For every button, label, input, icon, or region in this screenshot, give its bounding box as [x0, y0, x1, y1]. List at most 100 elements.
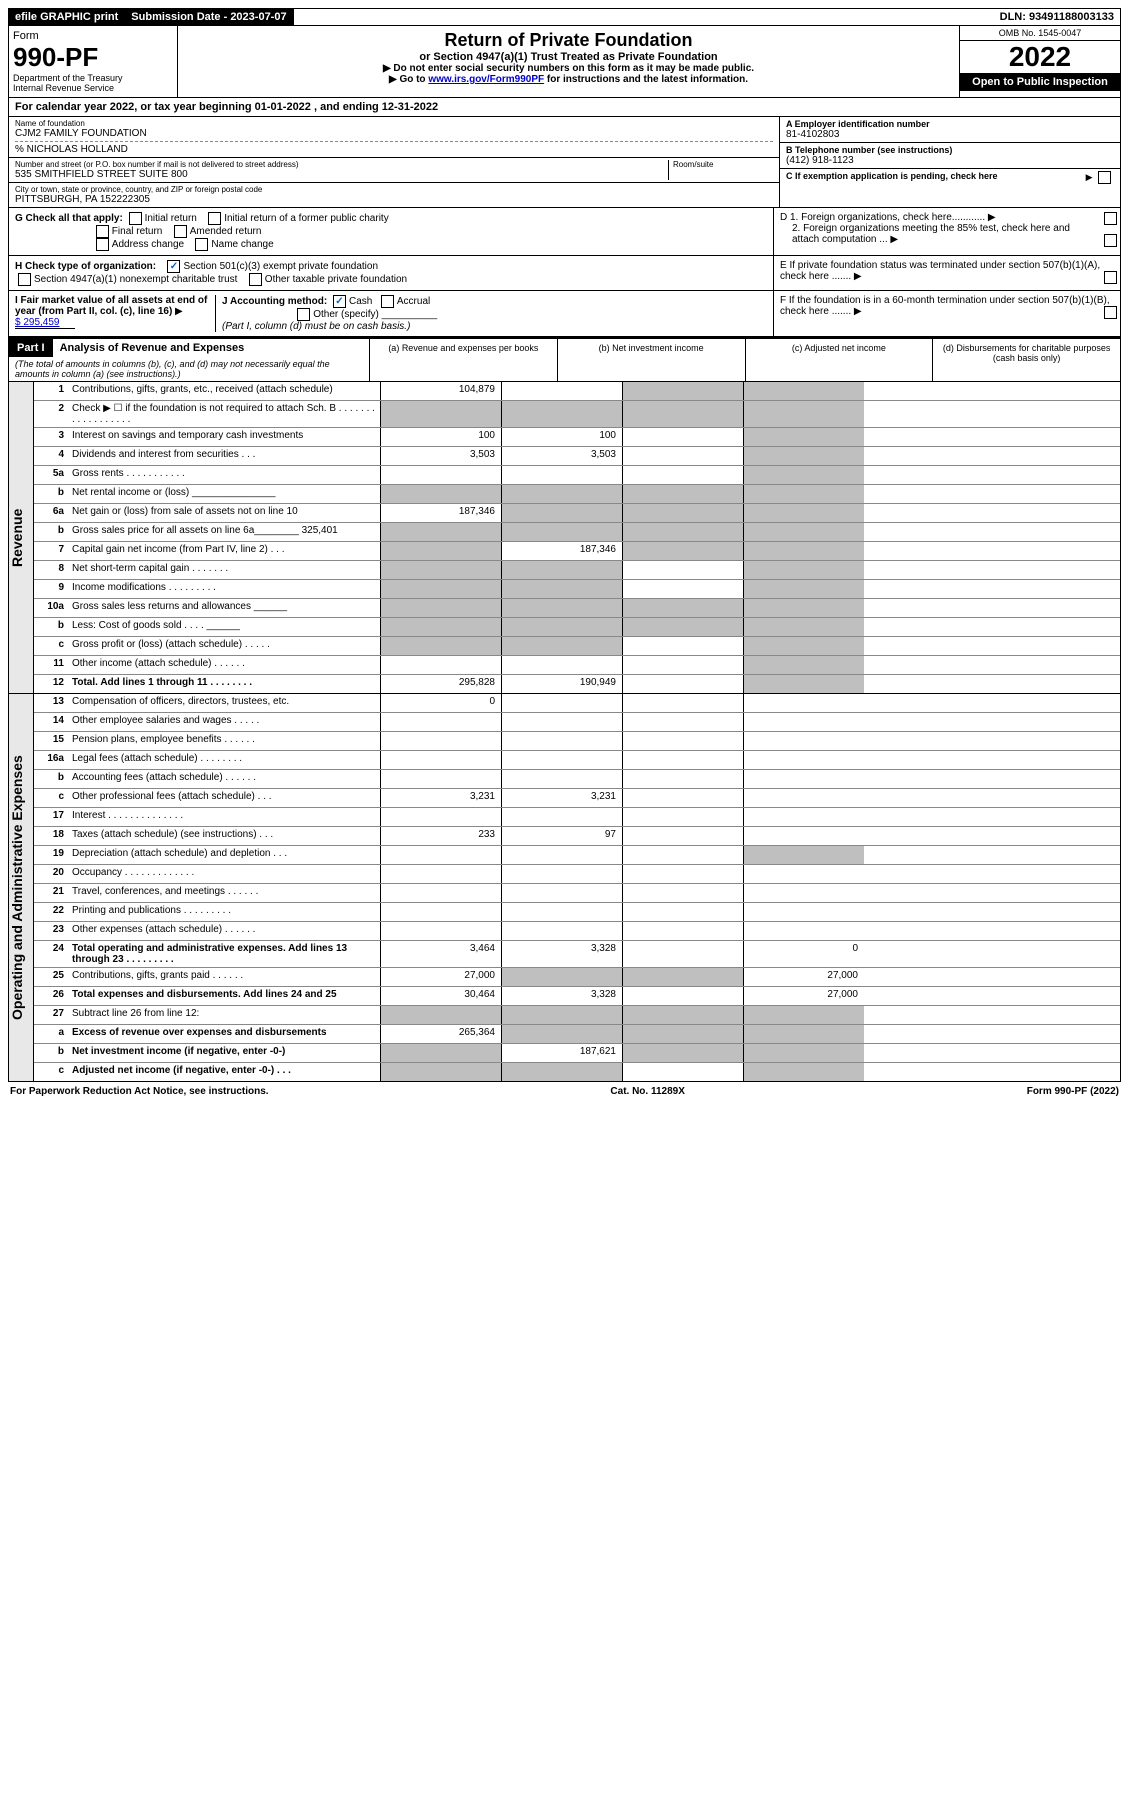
line-number: 23 — [34, 922, 68, 940]
value-cell-b — [501, 504, 622, 522]
value-cell-b — [501, 922, 622, 940]
line-row: bNet investment income (if negative, ent… — [34, 1044, 1120, 1063]
value-cell-b — [501, 580, 622, 598]
line-number: 22 — [34, 903, 68, 921]
irs-link[interactable]: www.irs.gov/Form990PF — [428, 74, 544, 85]
omb-number: OMB No. 1545-0047 — [960, 26, 1120, 41]
value-cell-d: 27,000 — [743, 968, 864, 986]
value-cell-c — [622, 675, 743, 693]
value-cell-d: 27,000 — [743, 987, 864, 1005]
exemption-pending-cell: C If exemption application is pending, c… — [780, 169, 1120, 183]
value-cell-c — [622, 428, 743, 446]
value-cell-c — [622, 770, 743, 788]
value-cell-d — [743, 1063, 864, 1081]
line-number: 5a — [34, 466, 68, 484]
value-cell-a — [380, 466, 501, 484]
g-name-change[interactable] — [195, 238, 208, 251]
line-number: 17 — [34, 808, 68, 826]
line-description: Income modifications . . . . . . . . . — [68, 580, 380, 598]
g-address-change[interactable] — [96, 238, 109, 251]
h-other-taxable[interactable] — [249, 273, 262, 286]
h-4947[interactable] — [18, 273, 31, 286]
line-number: 12 — [34, 675, 68, 693]
line-description: Total operating and administrative expen… — [68, 941, 380, 967]
h-501c3[interactable] — [167, 260, 180, 273]
line-number: 27 — [34, 1006, 68, 1024]
tax-year: 2022 — [960, 41, 1120, 73]
value-cell — [743, 599, 864, 617]
line-description: Contributions, gifts, grants, etc., rece… — [68, 382, 380, 400]
line-row: 17Interest . . . . . . . . . . . . . . — [34, 808, 1120, 827]
j-accrual[interactable] — [381, 295, 394, 308]
instr-ssn: ▶ Do not enter social security numbers o… — [186, 63, 951, 74]
foundation-name-cell: Name of foundation CJM2 FAMILY FOUNDATIO… — [9, 117, 779, 158]
value-cell — [501, 599, 622, 617]
section-g: G Check all that apply: Initial return I… — [8, 208, 1121, 256]
section-d: D 1. Foreign organizations, check here..… — [773, 208, 1120, 255]
value-cell-b — [501, 1025, 622, 1043]
value-cell-a — [380, 732, 501, 750]
line-row: bGross sales price for all assets on lin… — [34, 523, 1120, 542]
c-checkbox[interactable] — [1098, 171, 1111, 184]
line-row: 25Contributions, gifts, grants paid . . … — [34, 968, 1120, 987]
value-cell — [380, 401, 501, 427]
f-checkbox[interactable] — [1104, 306, 1117, 319]
line-row: 21Travel, conferences, and meetings . . … — [34, 884, 1120, 903]
value-cell-c — [622, 827, 743, 845]
e-checkbox[interactable] — [1104, 271, 1117, 284]
line-number: b — [34, 770, 68, 788]
value-cell-c — [622, 922, 743, 940]
line-description: Accounting fees (attach schedule) . . . … — [68, 770, 380, 788]
col-a-header: (a) Revenue and expenses per books — [369, 339, 557, 381]
line-row: 26Total expenses and disbursements. Add … — [34, 987, 1120, 1006]
value-cell-c — [622, 637, 743, 655]
line-description: Interest on savings and temporary cash i… — [68, 428, 380, 446]
value-cell-a: 27,000 — [380, 968, 501, 986]
value-cell — [501, 523, 622, 541]
line-description: Interest . . . . . . . . . . . . . . — [68, 808, 380, 826]
d1-checkbox[interactable] — [1104, 212, 1117, 225]
value-cell-b — [501, 884, 622, 902]
line-description: Taxes (attach schedule) (see instruction… — [68, 827, 380, 845]
value-cell-a — [380, 751, 501, 769]
value-cell-d — [743, 694, 864, 712]
ein-cell: A Employer identification number 81-4102… — [780, 117, 1120, 143]
footer-right: Form 990-PF (2022) — [1027, 1086, 1119, 1097]
value-cell-a: 265,364 — [380, 1025, 501, 1043]
value-cell-d — [743, 504, 864, 522]
value-cell — [622, 1006, 743, 1024]
g-final-return[interactable] — [96, 225, 109, 238]
j-other[interactable] — [297, 308, 310, 321]
line-row: 13Compensation of officers, directors, t… — [34, 694, 1120, 713]
line-number: 18 — [34, 827, 68, 845]
line-row: 27Subtract line 26 from line 12: — [34, 1006, 1120, 1025]
g-initial-return[interactable] — [129, 212, 142, 225]
value-cell-b — [501, 808, 622, 826]
line-number: 19 — [34, 846, 68, 864]
value-cell-d — [743, 922, 864, 940]
j-cash[interactable] — [333, 295, 346, 308]
line-description: Gross sales less returns and allowances … — [68, 599, 380, 617]
value-cell-a — [380, 884, 501, 902]
g-amended[interactable] — [174, 225, 187, 238]
part1-badge: Part I — [9, 339, 53, 357]
value-cell-c — [622, 1063, 743, 1081]
line-description: Check ▶ ☐ if the foundation is not requi… — [68, 401, 380, 427]
value-cell-c — [622, 561, 743, 579]
line-description: Gross profit or (loss) (attach schedule)… — [68, 637, 380, 655]
line-row: 1Contributions, gifts, grants, etc., rec… — [34, 382, 1120, 401]
header-left: Form 990-PF Department of the Treasury I… — [9, 26, 178, 97]
g-initial-public[interactable] — [208, 212, 221, 225]
line-number: 2 — [34, 401, 68, 427]
line-description: Other expenses (attach schedule) . . . .… — [68, 922, 380, 940]
line-description: Excess of revenue over expenses and disb… — [68, 1025, 380, 1043]
value-cell-a: 3,464 — [380, 941, 501, 967]
form-header: Form 990-PF Department of the Treasury I… — [8, 26, 1121, 98]
value-cell-a: 187,346 — [380, 504, 501, 522]
value-cell-a: 0 — [380, 694, 501, 712]
value-cell-b: 3,328 — [501, 941, 622, 967]
d2-checkbox[interactable] — [1104, 234, 1117, 247]
value-cell — [501, 401, 622, 427]
value-cell-c — [622, 1044, 743, 1062]
value-cell-d — [743, 770, 864, 788]
